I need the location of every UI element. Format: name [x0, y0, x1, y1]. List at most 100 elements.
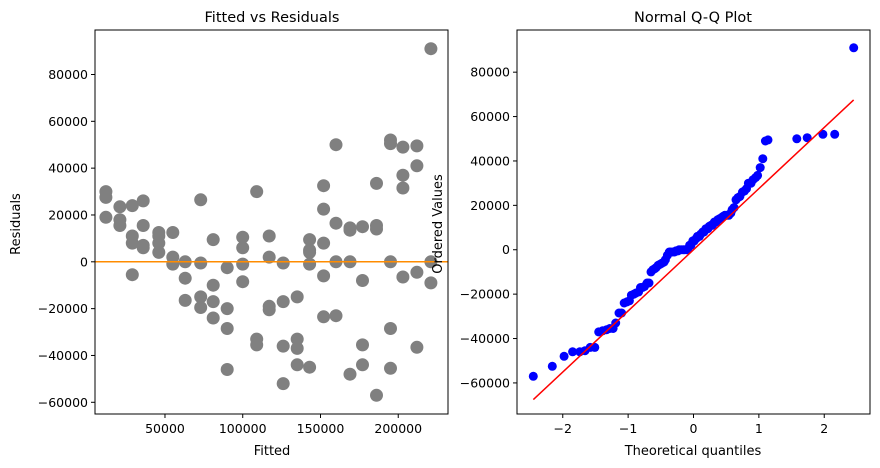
- residuals-xtick-label-0: 50000: [145, 421, 185, 436]
- residuals-point-74: [356, 274, 369, 287]
- qq-point-2: [559, 351, 569, 361]
- residuals-point-25: [194, 256, 208, 270]
- residuals-point-53: [290, 341, 304, 355]
- qq-ytick-label-5: 40000: [470, 153, 510, 168]
- residuals-point-39: [236, 275, 250, 289]
- residuals-title: Fitted vs Residuals: [205, 10, 340, 26]
- residuals-point-40: [250, 185, 264, 199]
- residuals-point-6: [125, 199, 139, 213]
- residuals-point-9: [125, 268, 139, 282]
- qq-point-95: [830, 129, 840, 139]
- qq-ytick-label-0: −60000: [460, 375, 510, 390]
- residuals-point-28: [206, 233, 220, 247]
- residuals-point-86: [396, 140, 410, 154]
- qq-xtick-label-0: −2: [554, 421, 572, 436]
- residuals-point-2: [99, 210, 113, 224]
- residuals-point-72: [343, 367, 357, 381]
- residuals-point-47: [276, 256, 290, 270]
- qq-point-87: [753, 170, 763, 180]
- residuals-plot-area: 50000 100000 150000 200000−60000−40000−2000…: [38, 29, 449, 436]
- residuals-point-24: [194, 193, 208, 207]
- qq-point-92: [792, 134, 802, 144]
- residuals-point-77: [370, 176, 383, 190]
- residuals-point-37: [236, 241, 250, 255]
- residuals-ylabel: Residuals: [9, 193, 24, 255]
- residuals-point-84: [384, 322, 397, 335]
- qq-point-94: [818, 129, 828, 139]
- residuals-ytick-label-0: −60000: [38, 395, 88, 410]
- residuals-point-66: [329, 216, 343, 230]
- qq-ytick-label-7: 80000: [470, 65, 510, 80]
- residuals-point-18: [166, 226, 180, 239]
- residuals-point-57: [303, 245, 317, 259]
- residuals-point-92: [410, 265, 424, 279]
- residuals-ytick-label-7: 80000: [48, 67, 88, 82]
- residuals-point-31: [206, 311, 220, 325]
- residuals-point-10: [136, 194, 150, 208]
- residuals-point-32: [220, 261, 234, 275]
- qq-point-0: [528, 371, 538, 381]
- qq-point-1: [547, 361, 557, 371]
- residuals-xtick-label-3: 200000: [374, 421, 422, 436]
- residuals-point-20: [166, 257, 180, 271]
- residuals-ytick-label-1: −40000: [38, 348, 88, 363]
- residuals-point-87: [396, 168, 410, 182]
- residuals-ytick-label-5: 40000: [48, 161, 88, 176]
- qq-point-88: [755, 163, 765, 173]
- residuals-point-85: [384, 361, 397, 375]
- residuals-panel: Fitted vs Residuals 50000 100000 150000 200…: [9, 10, 449, 459]
- residuals-point-90: [410, 139, 424, 153]
- residuals-point-36: [236, 230, 250, 244]
- residuals-point-88: [396, 181, 410, 195]
- residuals-point-16: [152, 236, 166, 250]
- residuals-point-51: [290, 290, 304, 304]
- residuals-point-79: [370, 222, 383, 236]
- residuals-point-34: [220, 322, 234, 335]
- qq-xtick-label-1: −1: [619, 421, 637, 436]
- qq-fit-line: [532, 99, 855, 401]
- residuals-point-60: [317, 179, 331, 193]
- qq-point-27: [644, 278, 654, 288]
- qq-ylabel: Ordered Values: [431, 174, 446, 274]
- residuals-point-13: [136, 241, 150, 255]
- residuals-point-54: [290, 358, 304, 372]
- residuals-point-61: [317, 202, 331, 216]
- qq-ytick-label-4: 20000: [470, 198, 510, 213]
- residuals-point-63: [317, 269, 331, 283]
- residuals-point-22: [178, 271, 192, 285]
- residuals-axes-frame: [94, 29, 449, 415]
- residuals-ytick-label-6: 60000: [48, 114, 88, 129]
- residuals-point-43: [262, 229, 276, 243]
- residuals-point-30: [206, 295, 220, 309]
- qq-axes-frame: [516, 29, 871, 415]
- residuals-point-29: [206, 278, 220, 292]
- qq-ytick-label-6: 60000: [470, 109, 510, 124]
- qq-title: Normal Q-Q Plot: [634, 10, 752, 26]
- qq-xlabel: Theoretical quantiles: [624, 444, 762, 459]
- qq-ytick-label-3: 0: [502, 242, 510, 257]
- residuals-xtick-label-2: 150000: [297, 421, 345, 436]
- residuals-point-5: [113, 219, 127, 232]
- residuals-point-62: [317, 236, 331, 250]
- residuals-point-55: [303, 233, 317, 247]
- residuals-point-46: [262, 303, 276, 317]
- residuals-point-91: [410, 159, 424, 173]
- residuals-ytick-label-3: 0: [80, 254, 88, 269]
- qq-point-96: [849, 43, 859, 53]
- residuals-point-59: [303, 360, 317, 374]
- residuals-point-48: [276, 295, 290, 309]
- residuals-ytick-label-4: 20000: [48, 207, 88, 222]
- residuals-point-27: [194, 301, 208, 314]
- residuals-xlabel: Fitted: [254, 444, 291, 459]
- residuals-point-23: [178, 293, 192, 307]
- qq-point-89: [758, 154, 768, 164]
- qq-point-91: [763, 135, 773, 145]
- qq-ytick-label-1: −40000: [460, 331, 510, 346]
- residuals-point-3: [113, 200, 127, 214]
- qq-xtick-label-2: 0: [690, 421, 698, 436]
- residuals-point-17: [152, 245, 166, 259]
- residuals-point-82: [384, 137, 397, 151]
- qq-panel: Normal Q-Q Plot −2 −1 0 1 2 −60000 −40000 −2000…: [431, 10, 871, 459]
- residuals-xtick-label-1: 100000: [219, 421, 267, 436]
